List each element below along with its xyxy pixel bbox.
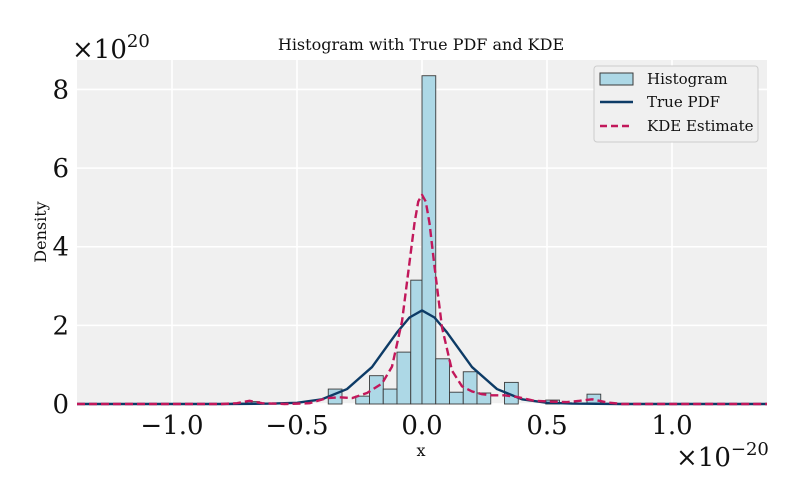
y-tick-labels: 0 2 4 6 8 [52,75,69,420]
histogram-bar [369,375,384,405]
histogram-bar [421,75,437,405]
series-lines [77,193,767,406]
legend-label-kde: KDE Estimate [647,117,754,135]
y-tick-label: 6 [52,154,69,184]
y-axis-multiplier: ×1020 [72,31,150,65]
y-tick-label: 8 [52,75,69,105]
legend-label-histogram: Histogram [647,70,728,88]
histogram-bars [231,75,602,405]
histogram-bar [435,358,450,405]
y-axis-exponent: 20 [127,31,150,52]
x-tick-label: 0.5 [526,411,567,441]
histogram-bar [382,388,398,405]
x-tick-label: −0.5 [265,411,328,441]
histogram-bar [462,371,478,405]
x-tick-label: 1.0 [651,411,692,441]
x-axis-label: x [416,441,425,460]
histogram-bar [449,391,464,405]
y-tick-label: 0 [52,390,69,420]
x-axis-multiplier: ×10−20 [676,439,769,473]
y-tick-label: 4 [52,233,69,263]
legend-label-true-pdf: True PDF [647,93,720,111]
legend: Histogram True PDF KDE Estimate [593,65,759,143]
y-axis-label: Density [31,201,50,262]
chart-title: Histogram with True PDF and KDE [278,35,564,54]
x-tick-label: 0.0 [401,411,442,441]
y-tick-label: 2 [52,311,69,341]
legend-swatch-histogram [599,72,634,86]
histogram-bar [396,351,412,405]
x-tick-label: −1.0 [140,411,203,441]
histogram-bar [410,279,423,405]
histogram-bar [476,392,492,405]
x-tick-labels: −1.0 −0.5 0.0 0.5 1.0 [140,411,692,441]
legend-box [593,65,759,143]
x-axis-exponent: −20 [731,439,769,460]
series-line-kde-estimate [77,193,767,406]
